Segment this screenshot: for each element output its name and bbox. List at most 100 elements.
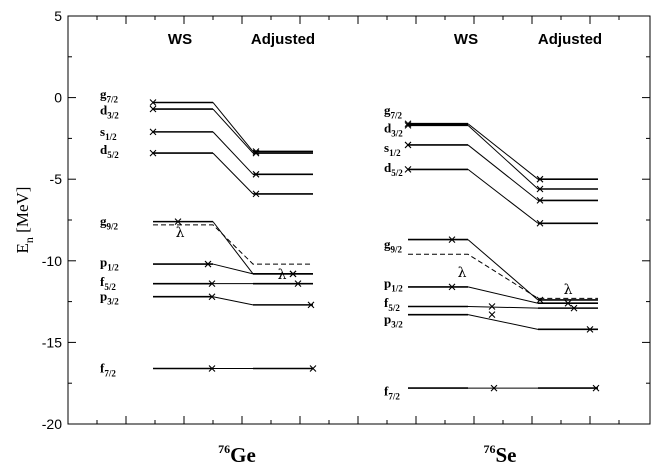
adjusted-level-marker [252,190,260,198]
y-axis-label: En [MeV] [13,187,36,254]
orbital-j: 5/2 [107,150,119,160]
connector-line [212,102,254,152]
orbital-label-p32: p3/2 [384,312,403,330]
orbital-letter: d [384,121,392,136]
ws-level-marker [149,128,157,136]
nucleus-mass: 76 [484,442,496,456]
connector-line [467,144,539,201]
adjusted-level-marker [252,170,260,178]
connector-line [467,305,539,309]
orbital-j: 7/2 [388,391,400,401]
orbital-j: 3/2 [391,320,403,330]
orbital-j: 9/2 [107,222,119,232]
adjusted-level-marker [592,384,600,392]
adjusted-level-marker [294,280,302,288]
orbital-label-f52: f5/2 [384,295,400,313]
connector-line [467,124,539,190]
connector-line [212,108,254,154]
orbital-letter: g [384,236,391,251]
ws-level-marker [488,303,496,310]
adjusted-level-marker [289,270,297,278]
ws-level-marker [174,218,182,226]
orbital-letter: g [384,103,391,118]
ws-column-header: WS [454,31,478,48]
adjusted-level-marker [309,365,317,372]
orbital-label-g92: g9/2 [384,236,403,254]
ws-level-marker [149,105,157,113]
ws-level-marker [490,384,498,392]
orbital-letter: s [100,124,105,139]
orbital-letter: f [100,361,105,376]
ws-level-marker [404,166,412,173]
y-tick-label: -5 [50,171,63,187]
y-tick-label: -15 [42,334,62,350]
orbital-j: 1/2 [105,132,117,142]
orbital-j: 5/2 [104,282,116,292]
y-tick-label: -20 [42,416,62,432]
adjusted-level-marker [586,325,594,333]
orbital-letter: f [384,383,389,398]
panel-se: WS Adjusted76Seg7/2d3/2s1/2d5/2g9/2p1/2f5… [384,31,602,467]
connector-line [467,239,539,301]
ws-level-marker [208,280,216,288]
connector-line [212,296,254,306]
orbital-label-p12: p1/2 [100,254,119,272]
orbital-label-d52: d5/2 [100,142,119,160]
orbital-j: 5/2 [391,168,403,178]
orbital-label-g72: g7/2 [384,103,403,121]
orbital-letter: p [100,289,107,304]
orbital-label-g72: g7/2 [100,86,119,104]
fermi-level-line [408,253,598,299]
adjusted-level-marker [536,175,544,183]
orbital-j: 7/2 [107,94,119,104]
orbital-label-s12: s1/2 [384,140,401,158]
orbital-label-d32: d3/2 [384,121,403,139]
orbital-letter: d [100,142,108,157]
orbital-j: 3/2 [107,297,119,307]
orbital-label-f52: f5/2 [100,274,116,292]
panels-layer: WS Adjusted76Geg7/2d3/2s1/2d5/2g9/2p1/2f5… [100,31,602,467]
orbital-j: 7/2 [391,111,403,121]
y-tick-label: 0 [54,90,62,106]
ws-level-marker [448,283,456,291]
orbital-j: 7/2 [104,369,116,379]
connector-line [467,286,539,304]
connector-line [212,152,254,195]
orbital-letter: s [384,140,389,155]
ws-level-marker [208,365,216,372]
y-tick-label: -10 [42,253,62,269]
orbital-label-g92: g9/2 [100,214,119,232]
orbital-j: 5/2 [388,303,400,313]
connector-line [467,123,539,180]
adjusted-level-marker [252,149,260,157]
ws-level-marker [204,260,212,268]
adjusted-level-marker [536,219,544,227]
ws-level-marker [404,121,412,129]
orbital-j: 1/2 [391,284,403,294]
adjusted-column-header: Adjusted [251,31,315,48]
nucleus-symbol: Se [496,443,517,467]
ws-level-marker [488,311,496,319]
lambda-label-adjusted: λ [278,267,287,283]
lambda-label-ws: λ [458,265,467,281]
adjusted-column-header: Adjusted [538,31,602,48]
orbital-j: 1/2 [389,148,401,158]
connector-line [212,131,254,175]
orbital-j: 3/2 [391,129,403,139]
orbital-letter: f [100,274,105,289]
nucleus-mass: 76 [218,442,230,456]
orbital-letter: p [384,276,391,291]
fermi-level-line [153,224,313,265]
connector-line [467,314,539,330]
ws-level-marker [208,293,216,301]
ws-level-marker [448,236,456,243]
connector-line [212,221,254,275]
orbital-label-f72: f7/2 [384,383,400,401]
adjusted-level-marker [536,185,544,193]
nucleus-label: 76Se [484,442,517,467]
orbital-j: 9/2 [391,244,403,254]
orbital-j: 3/2 [107,111,119,121]
ws-column-header: WS [168,31,192,48]
ws-level-marker [149,149,157,157]
